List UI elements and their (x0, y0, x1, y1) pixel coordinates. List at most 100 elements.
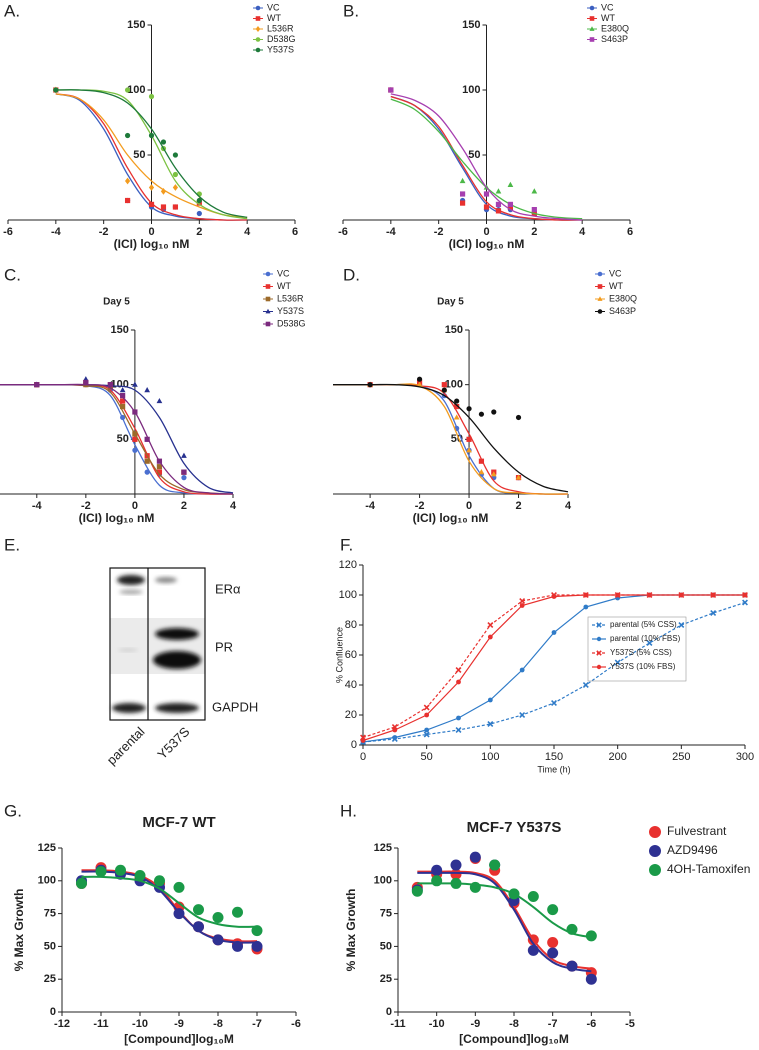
marker (585, 973, 597, 985)
marker (255, 47, 261, 53)
y-axis-label: % Confluence (334, 627, 344, 683)
marker (134, 870, 146, 882)
marker (450, 877, 462, 889)
x-tick-label: 0 (360, 751, 366, 763)
x-tick-label: -11 (390, 1018, 405, 1030)
marker (585, 930, 597, 942)
x-tick-label: -7 (252, 1018, 262, 1030)
fit-curve (390, 93, 583, 221)
panel-label: F. (340, 535, 353, 554)
y-tick-label: 150 (127, 19, 145, 31)
marker (450, 859, 462, 871)
marker (120, 393, 126, 399)
y-tick-label: 50 (133, 149, 145, 161)
y-tick-label: 50 (117, 433, 129, 445)
marker (547, 947, 559, 959)
marker (566, 923, 578, 935)
marker (148, 132, 155, 139)
y-tick-label: 25 (44, 973, 56, 985)
fit-curve (55, 89, 248, 219)
marker (181, 452, 187, 458)
marker (148, 184, 155, 191)
marker (589, 37, 595, 42)
marker (589, 5, 595, 11)
marker (120, 414, 126, 421)
marker (646, 640, 653, 646)
marker (132, 381, 138, 387)
marker (255, 5, 261, 11)
marker (424, 712, 430, 718)
marker (115, 864, 126, 876)
marker (531, 188, 538, 194)
x-tick-label: 2 (181, 500, 187, 512)
marker (212, 934, 224, 946)
marker (423, 704, 430, 711)
marker (156, 458, 163, 464)
marker (34, 382, 40, 388)
x-tick-label: 250 (672, 751, 690, 763)
panel-label: G. (4, 801, 22, 820)
marker (255, 16, 261, 21)
x-axis-label: [Compound]log₁₀M (124, 1032, 234, 1046)
marker (360, 738, 366, 743)
x-tick-label: 150 (545, 751, 563, 763)
marker (589, 16, 595, 21)
x-tick-label: -8 (509, 1018, 519, 1030)
x-tick-label: 0 (483, 226, 489, 238)
fit-curve (417, 882, 592, 939)
x-axis-label: (ICI) log₁₀ nM (449, 237, 525, 251)
x-axis-label: (ICI) log₁₀ nM (79, 511, 155, 525)
marker (614, 659, 621, 666)
legend-box (587, 616, 687, 682)
x-tick-label: -10 (132, 1018, 148, 1030)
marker (196, 197, 202, 204)
marker (181, 475, 187, 481)
marker (148, 93, 155, 100)
y-tick-label: 100 (339, 589, 357, 601)
marker (527, 934, 539, 946)
x-tick-label: 4 (565, 500, 572, 512)
marker (519, 598, 526, 604)
fit-curve (333, 383, 569, 493)
legend-label: VC (609, 268, 622, 278)
x-axis-label: (ICI) log₁₀ nM (114, 237, 190, 251)
marker (583, 604, 589, 610)
band-label: GAPDH (212, 699, 258, 714)
x-tick-label: -5 (625, 1018, 635, 1030)
x-tick-label: 4 (244, 226, 251, 238)
x-tick-label: 6 (292, 226, 298, 238)
marker (455, 727, 462, 733)
marker (265, 321, 271, 327)
marker (478, 469, 485, 475)
x-tick-label: -4 (386, 226, 397, 238)
panel-label: C. (4, 265, 21, 284)
panel-label: A. (4, 1, 20, 20)
legend-label: Y537S (277, 306, 304, 316)
y-axis-label: % Max Growth (12, 889, 26, 972)
western-blot (109, 567, 206, 721)
panel-label: H. (340, 801, 357, 820)
marker (172, 184, 179, 191)
x-tick-label: 0 (466, 500, 472, 512)
marker (144, 458, 150, 464)
x-tick-label: 50 (421, 751, 433, 763)
marker (459, 177, 466, 184)
lane-label: parental (104, 724, 148, 768)
panel-label: D. (343, 265, 360, 284)
legend-marker (649, 826, 661, 838)
marker (160, 139, 167, 145)
marker (124, 177, 131, 185)
y-tick-label: 75 (380, 908, 392, 920)
legend-label: Y537S (5% CSS) (610, 648, 672, 657)
marker (596, 664, 602, 670)
band (155, 577, 177, 583)
marker (531, 207, 537, 213)
marker (441, 387, 447, 393)
marker (487, 697, 493, 703)
x-tick-label: 6 (627, 226, 633, 238)
marker (597, 271, 603, 277)
marker (456, 715, 461, 721)
marker (196, 210, 202, 217)
fit-curve (390, 95, 583, 221)
